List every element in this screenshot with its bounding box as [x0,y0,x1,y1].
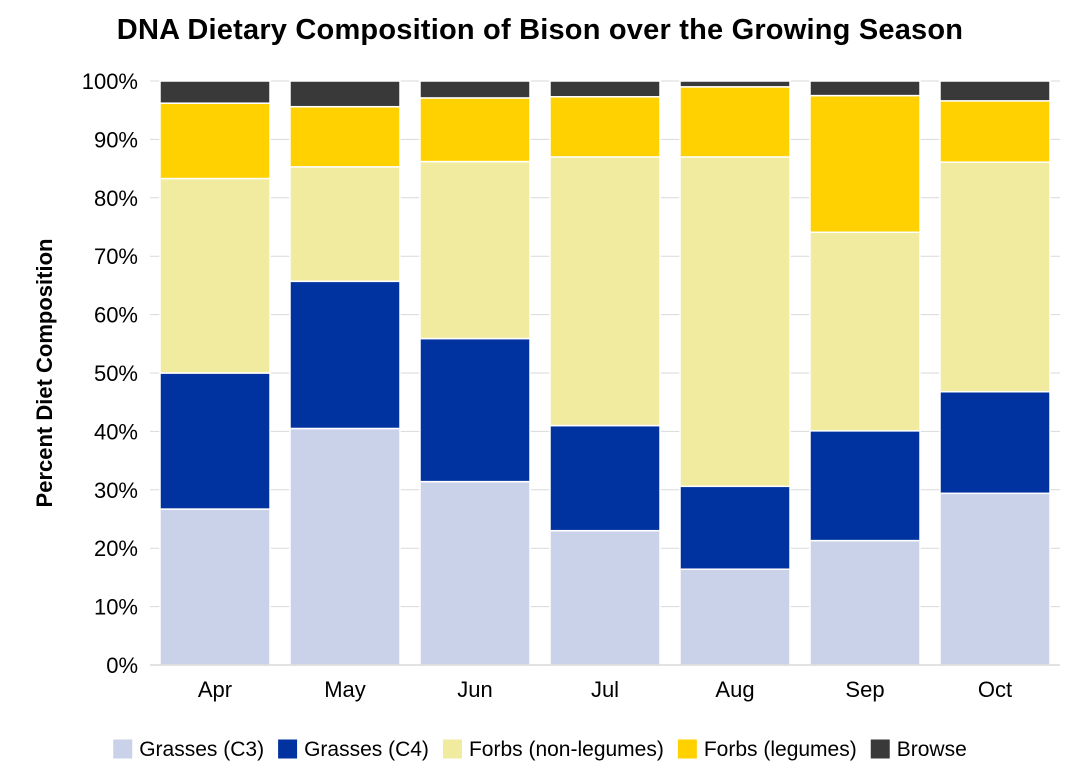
bar-segment [939,390,1051,495]
bar-layer [159,80,1051,666]
x-tick-label: May [324,677,366,702]
axis-layer: 0% 10% 20% 30% 40% 50% 60% 70% 80% 90% 100% Apr May J… [82,69,1060,702]
bar-segment [679,86,791,158]
y-tick-label: 40% [94,419,138,444]
bar-segment [419,160,531,340]
y-tick-label: 70% [94,244,138,269]
bar-segment [809,231,921,432]
bar-segment [159,508,271,666]
legend-label: Forbs (non-legumes) [469,738,664,761]
legend-label: Browse [897,738,967,761]
bar-segment [549,529,661,666]
legend-item: Grasses (C4) [278,738,429,761]
bar-segment [679,485,791,570]
y-tick-label: 50% [94,361,138,386]
legend-item: Forbs (non-legumes) [442,738,664,761]
x-tick-label: Oct [978,677,1012,702]
bar-segment [939,80,1051,102]
x-tick-label: Jun [457,677,492,702]
bar-segment [809,539,921,666]
legend-swatch [870,739,890,759]
bar-segment [289,80,401,108]
legend-item: Grasses (C3) [113,738,264,761]
bar-segment [419,337,531,483]
bar-segment [549,80,661,98]
bar-segment [289,166,401,283]
y-tick-label: 90% [94,127,138,152]
bar-segment [939,161,1051,393]
bar-segment [419,97,531,163]
chart-title: DNA Dietary Composition of Bison over th… [116,14,964,46]
legend-swatch [442,739,462,759]
bar-segment [159,372,271,510]
bar-segment [289,105,401,168]
legend-label: Grasses (C3) [139,738,264,761]
legend-swatch [278,739,298,759]
y-tick-label: 10% [94,595,138,620]
y-tick-label: 80% [94,186,138,211]
bar-segment [159,80,271,104]
x-tick-label: Jul [591,677,619,702]
bar-segment [549,424,661,532]
x-tick-label: Apr [198,677,232,702]
y-tick-label: 0% [106,653,138,678]
bar-segment [679,80,791,88]
bar-segment [809,80,921,97]
bar-segment [809,94,921,234]
bar-segment [679,156,791,488]
bar-segment [679,568,791,666]
x-tick-label: Aug [715,677,754,702]
y-axis-label: Percent Diet Composition [32,239,57,508]
legend-item: Forbs (legumes) [677,738,857,761]
legend-swatch [677,739,697,759]
bar-segment [159,177,271,374]
bar-segment [419,80,531,99]
bar-segment [549,96,661,158]
legend-label: Grasses (C4) [304,738,429,761]
legend-swatch [113,739,133,759]
bar-segment [809,430,921,542]
bar-segment [419,480,531,666]
legend: Grasses (C3) Grasses (C4) Forbs (non-legum… [113,738,967,761]
bar-segment [549,156,661,427]
legend-label: Forbs (legumes) [704,738,857,761]
bar-segment [159,102,271,180]
bar-segment [289,280,401,430]
y-tick-label: 30% [94,478,138,503]
y-tick-label: 20% [94,536,138,561]
x-tick-label: Sep [845,677,884,702]
legend-item: Browse [870,738,967,761]
y-tick-label: 60% [94,303,138,328]
bar-segment [939,492,1051,666]
y-tick-label: 100% [82,69,138,94]
bar-segment [939,100,1051,163]
bar-segment [289,427,401,666]
